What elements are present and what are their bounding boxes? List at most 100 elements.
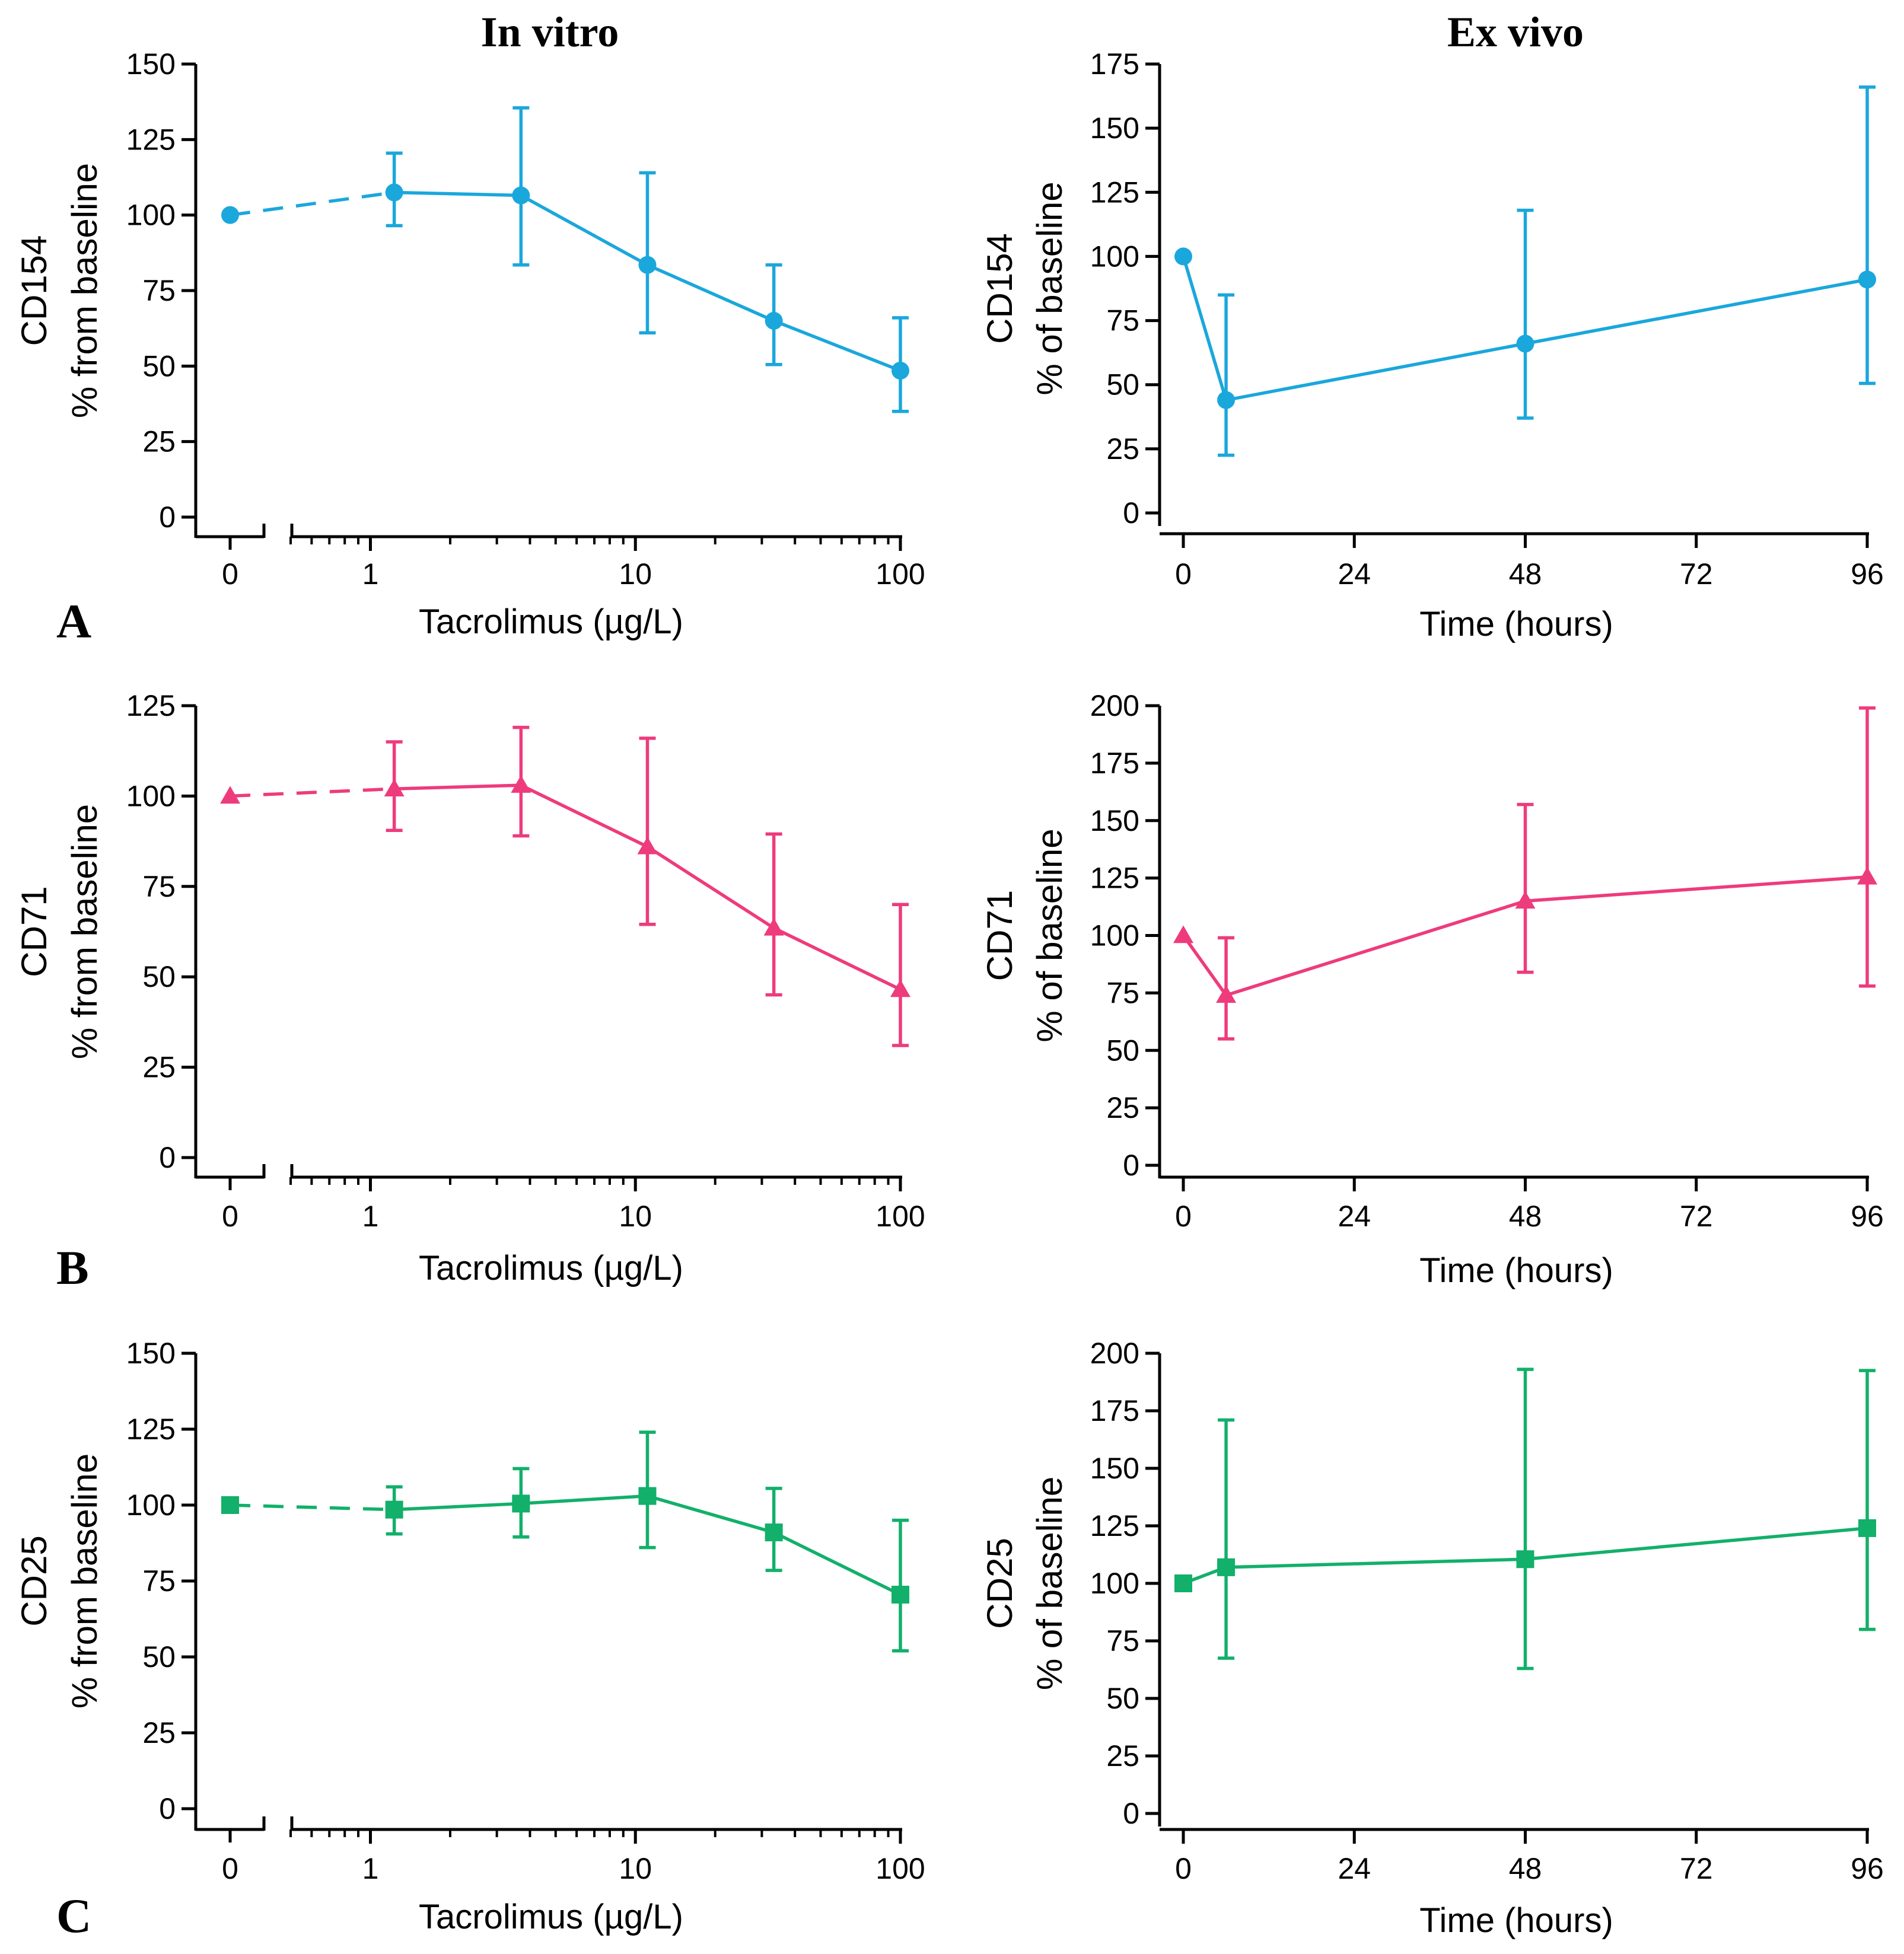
data-point-marker	[638, 256, 657, 274]
x-tick-label: 24	[1338, 1852, 1371, 1885]
y-tick-label: 50	[1106, 1682, 1139, 1715]
y-tick-label: 125	[1090, 1509, 1139, 1542]
x-tick-label: 24	[1338, 1200, 1371, 1233]
data-point-marker	[220, 786, 240, 804]
y-tick-label: 175	[1090, 747, 1139, 780]
data-point-marker	[1174, 1574, 1192, 1592]
x-tick-label: 96	[1851, 557, 1884, 591]
series-line-segment	[520, 783, 648, 849]
x-tick-label: 10	[619, 1200, 652, 1233]
chart-b-exvivo: 0 25 50 75 100 125 150 175 200 0 24 48 72 96 Time (hou…	[980, 689, 1884, 1290]
y-tick-label: 100	[1090, 1567, 1139, 1600]
y-axis-label-units: % from baseline	[65, 804, 104, 1059]
y-tick-label: 125	[1090, 862, 1139, 895]
y-tick-label: 0	[159, 1792, 176, 1825]
data-point-marker	[637, 836, 658, 855]
y-tick-label: 50	[1106, 368, 1139, 401]
y-tick-label: 25	[1106, 432, 1139, 466]
y-tick-label: 150	[126, 1337, 176, 1370]
series-line-segment	[230, 1503, 394, 1512]
y-tick-label: 175	[1090, 1394, 1139, 1427]
series-line-segment	[230, 190, 395, 217]
x-tick-label: 1	[362, 557, 379, 591]
series-line-segment	[394, 1502, 521, 1512]
y-axis-label-marker: CD71	[980, 890, 1020, 981]
data-point-marker	[891, 1586, 909, 1604]
x-tick-label: 48	[1509, 557, 1542, 591]
y-tick-label: 75	[142, 274, 176, 307]
data-point-marker	[385, 1500, 403, 1519]
x-tick-label: 0	[1175, 1200, 1192, 1233]
y-tick-label: 125	[126, 123, 176, 156]
y-tick-label: 150	[1090, 111, 1139, 145]
x-tick-label: 96	[1851, 1852, 1884, 1885]
chart-a-exvivo: 0 25 50 75 100 125 150 175 0 24 48 72 96 Time (hours)…	[980, 47, 1884, 643]
y-tick-label: 100	[1090, 240, 1139, 273]
y-tick-label: 25	[142, 1051, 176, 1084]
series-line-segment	[1524, 278, 1868, 346]
y-tick-label: 100	[1090, 919, 1139, 952]
series-line-segment	[1525, 1526, 1868, 1561]
series-line-segment	[773, 1531, 902, 1596]
y-axis-label-units: % from baseline	[65, 1453, 104, 1708]
x-axis-label: Time (hours)	[1419, 605, 1613, 643]
series-line-segment	[773, 926, 902, 992]
data-point-marker	[1515, 891, 1536, 909]
x-axis-label: Time (hours)	[1419, 1251, 1613, 1290]
data-point-marker	[384, 779, 405, 796]
x-tick-label: 72	[1680, 557, 1713, 591]
y-tick-label: 100	[126, 199, 176, 232]
series-line-segment	[1225, 342, 1526, 402]
series-line-segment	[773, 319, 902, 372]
data-point-marker	[1217, 1558, 1236, 1576]
y-tick-label: 150	[1090, 1452, 1139, 1485]
x-tick-label: 48	[1509, 1852, 1542, 1885]
y-axis-label-marker: CD25	[14, 1535, 54, 1626]
series-line-segment	[647, 1494, 775, 1534]
x-tick-label: 0	[222, 1852, 238, 1885]
x-tick-label: 0	[1175, 1852, 1192, 1885]
y-axis-label-units: % from baseline	[65, 163, 104, 418]
y-tick-label: 0	[1123, 496, 1139, 530]
y-tick-label: 25	[1106, 1739, 1139, 1773]
y-axis-label-marker: CD154	[14, 235, 54, 346]
x-tick-label: 10	[619, 1852, 652, 1885]
y-tick-label: 25	[1106, 1091, 1139, 1124]
y-tick-label: 75	[1106, 1624, 1139, 1657]
y-axis-label-marker: CD25	[980, 1538, 1020, 1628]
x-tick-label: 48	[1509, 1200, 1542, 1233]
chart-c-invitro: 0 25 50 75 100 125 150 0 1 10 100 Tacrolimus (µg/L)…	[14, 1337, 925, 1943]
y-axis-label-marker: CD71	[14, 886, 54, 977]
y-tick-label: 100	[126, 779, 176, 812]
y-tick-label: 150	[126, 47, 176, 81]
x-tick-label: 96	[1851, 1200, 1884, 1233]
data-point-marker	[221, 1496, 239, 1514]
data-point-marker	[765, 311, 783, 330]
data-point-marker	[1173, 925, 1193, 943]
y-tick-label: 25	[142, 1716, 176, 1749]
data-point-marker	[1857, 866, 1877, 885]
x-axis-label: Tacrolimus (µg/L)	[419, 603, 683, 641]
y-tick-label: 75	[1106, 976, 1139, 1009]
x-tick-label: 1	[362, 1852, 379, 1885]
data-point-marker	[1858, 270, 1876, 289]
data-point-marker	[1216, 985, 1237, 1003]
y-tick-label: 200	[1090, 689, 1139, 722]
chart-b-invitro: 0 25 50 75 100 125 0 1 10 100 Tacrolimus (µg/L) CD7…	[14, 689, 925, 1295]
panel-label: C	[56, 1889, 91, 1943]
y-tick-label: 125	[126, 689, 176, 722]
series-line-segment	[394, 190, 521, 197]
x-tick-label: 72	[1680, 1852, 1713, 1885]
series-line-segment	[1525, 875, 1868, 903]
x-tick-label: 0	[222, 1200, 238, 1233]
data-point-marker	[512, 1494, 530, 1513]
data-point-marker	[512, 186, 530, 205]
data-point-marker	[221, 206, 239, 224]
x-tick-label: 100	[875, 1200, 925, 1233]
data-point-marker	[1516, 334, 1534, 353]
series-line-segment	[1182, 934, 1228, 996]
y-axis-label-units: % of baseline	[1030, 1477, 1069, 1690]
y-tick-label: 175	[1090, 47, 1139, 81]
data-point-marker	[638, 1487, 657, 1505]
